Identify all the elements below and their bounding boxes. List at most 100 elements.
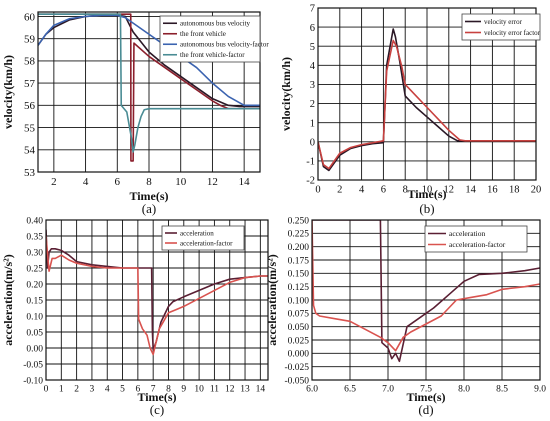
chart-panel-3: 0 1 2 3 4 5 6 7 8 9 10 11 12 13 14-0.10-0.050.000.050.… [1,216,269,417]
y-tick-label: 5 [310,42,315,53]
y-tick-label: 1 [310,118,315,129]
x-tick-label: 12 [207,176,218,188]
series-line-1 [38,14,260,108]
x-tick-label: 1 [59,385,64,395]
y-tick-label: -2 [306,176,315,187]
y-tick-label: 0.175 [288,256,310,266]
x-tick-label: 10 [175,176,187,188]
x-tick-label: 10 [422,185,433,196]
x-tick-label: 8.5 [496,385,508,395]
x-tick-label: 2 [337,185,342,196]
x-tick-label: 2 [51,176,57,188]
legend-entry: autonomous bus velocity [180,20,250,28]
x-axis-label: Time(s) [406,390,445,404]
x-axis-label: Time(s) [129,189,168,203]
x-tick-label: 2 [74,385,79,395]
y-tick-label: 0.40 [26,216,43,226]
plot-frame [45,219,269,381]
legend-entry: acceleration [180,229,214,237]
y-tick-label: 59 [24,34,36,46]
panel-label: (c) [150,402,164,417]
x-tick-label: 8 [403,185,408,196]
y-tick-label: 0.200 [288,243,310,253]
y-axis-label: acceleration(m/s²) [1,254,15,346]
plot-frame [311,219,541,381]
y-tick-label: 0.000 [288,350,310,360]
series-line-2 [46,235,268,356]
y-tick-label: 53 [24,167,36,179]
y-tick-label: 58 [24,56,36,68]
y-tick-label: -0.10 [23,376,43,386]
y-tick-label: 4 [310,61,316,72]
x-tick-label: 7 [151,385,156,395]
y-tick-label: 57 [24,78,36,90]
series-group [312,220,540,363]
y-tick-label: 55 [24,122,36,134]
x-tick-label: 20 [531,185,542,196]
x-tick-label: 9 [181,385,186,395]
panel-label: (a) [142,201,156,216]
y-tick-label: 2 [310,99,315,110]
x-tick-label: 6.0 [306,385,318,395]
x-tick-label: 8 [166,385,171,395]
y-tick-label: 54 [24,145,36,157]
y-tick-label: 0.150 [288,270,310,280]
x-tick-label: 11 [210,385,219,395]
legend-entry: the front vehicle-factor [180,51,245,59]
y-tick-label: -0.025 [284,363,309,373]
panel-label: (b) [419,201,434,216]
x-tick-label: 10 [194,385,204,395]
series-group [46,229,268,356]
y-tick-label: 0.10 [26,312,43,322]
x-tick-label: 4 [83,176,89,188]
series-line-4 [38,13,260,153]
x-tick-label: 4 [359,185,365,196]
x-tick-label: 8 [146,176,152,188]
y-tick-label: 0.025 [288,336,310,346]
y-tick-label: 0.125 [288,283,310,293]
y-tick-label: 0.250 [288,216,310,226]
x-axis-label: Time(s) [407,187,446,201]
x-tick-label: 13 [240,385,250,395]
x-tick-label: 7.5 [420,385,432,395]
legend-box [161,225,245,251]
x-tick-label: 6 [115,176,121,188]
x-tick-label: 5 [120,385,125,395]
legend-entry: acceleration [449,229,485,238]
legend-entry: the front vehicle [180,30,226,38]
y-tick-label: 0.20 [26,280,43,290]
y-tick-label: 56 [24,100,36,112]
y-tick-label: 7 [310,4,315,15]
x-axis-label: Time(s) [137,390,176,404]
y-tick-label: 0.050 [288,323,310,333]
y-tick-label: 6 [310,23,315,34]
x-tick-label: 8.0 [458,385,470,395]
plot-frame [37,11,261,173]
x-tick-label: 12 [225,385,235,395]
x-tick-label: 7.0 [382,385,394,395]
panel-label: (d) [418,402,433,417]
y-axis-label: velocity(km/h) [279,57,293,131]
legend-entry: velocity error factor [484,29,541,37]
y-tick-label: 0.225 [288,230,310,240]
legend: acceleration acceleration-factor [161,225,245,251]
y-tick-label: 0.05 [26,328,43,338]
x-tick-label: 14 [256,385,266,395]
legend-entry: velocity error [484,18,523,26]
x-tick-label: 6.5 [344,385,356,395]
y-axis-label: velocity(km/h) [1,55,15,129]
x-tick-label: 14 [239,176,251,188]
y-tick-label: 0.25 [26,264,43,274]
y-tick-label: 0.30 [26,248,43,258]
y-tick-label: 0.35 [26,232,43,242]
x-tick-label: 4 [105,385,110,395]
y-tick-label: 0.15 [26,296,43,306]
legend-entry: acceleration-factor [449,240,506,249]
y-tick-label: 60 [24,11,36,23]
x-tick-label: 0 [44,385,49,395]
series-line-1 [318,28,536,172]
y-tick-label: -1 [306,157,315,168]
y-tick-label: -0.05 [23,360,43,370]
legend-box [461,13,541,41]
y-tick-label: -0.050 [284,376,309,386]
